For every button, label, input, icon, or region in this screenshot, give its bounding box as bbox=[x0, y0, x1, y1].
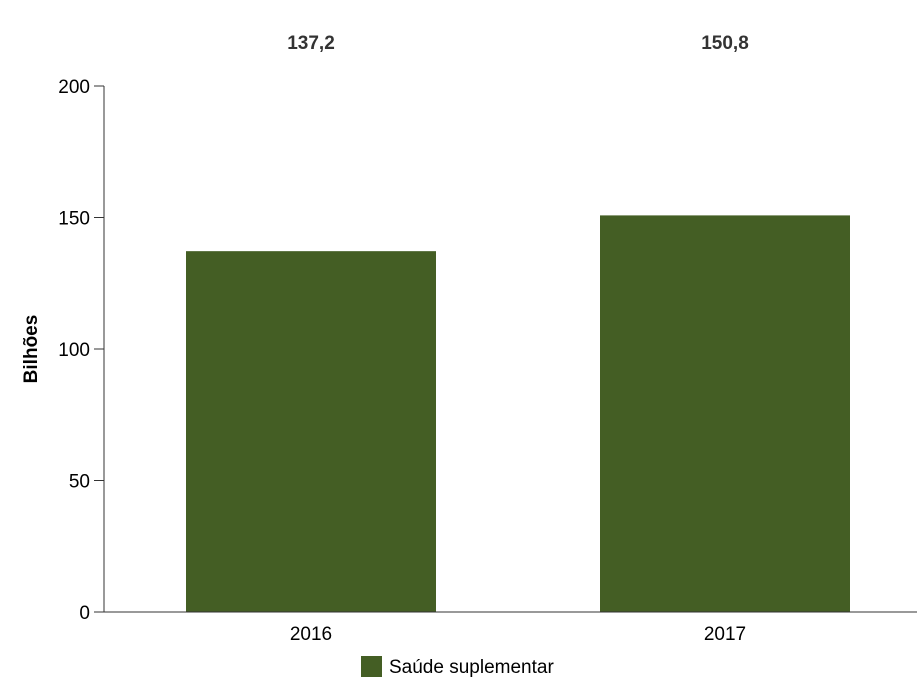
y-tick-label: 150 bbox=[58, 209, 90, 230]
x-tick-label: 2016 bbox=[290, 624, 332, 645]
y-tick-label: 100 bbox=[58, 340, 90, 361]
bars-layer bbox=[186, 215, 850, 612]
legend-label: Saúde suplementar bbox=[389, 657, 554, 677]
data-label: 150,8 bbox=[701, 33, 749, 54]
x-axis: 2016 2017 bbox=[104, 611, 917, 645]
x-tick-label: 2017 bbox=[704, 624, 746, 645]
legend: Saúde suplementar bbox=[361, 656, 554, 678]
y-axis: 0 50 100 150 200 bbox=[58, 77, 105, 624]
data-label: 137,2 bbox=[287, 33, 335, 54]
y-axis-title: Bilhões bbox=[21, 315, 42, 384]
data-labels-layer: 137,2 150,8 bbox=[287, 33, 749, 54]
legend-swatch bbox=[361, 656, 382, 677]
bar-2017 bbox=[600, 215, 850, 612]
y-tick-label: 0 bbox=[79, 603, 90, 624]
y-tick-label: 50 bbox=[69, 472, 90, 493]
y-tick-label: 200 bbox=[58, 77, 90, 98]
bar-2016 bbox=[186, 251, 436, 612]
